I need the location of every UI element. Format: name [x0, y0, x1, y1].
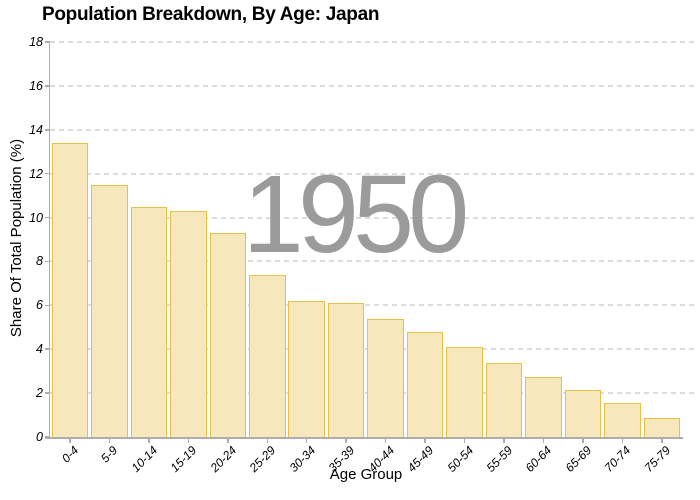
- x-tick-label-65-69: 65-69: [562, 443, 595, 475]
- bar-65-69[interactable]: [564, 389, 602, 437]
- y-tick-label: 12: [29, 166, 43, 181]
- y-tick: [45, 172, 50, 175]
- x-tick: [661, 438, 663, 443]
- bar-50-54[interactable]: [446, 347, 483, 437]
- bar-45-49[interactable]: [406, 331, 444, 437]
- gridline-y-8: [50, 260, 697, 263]
- y-tick-label: 14: [29, 122, 43, 137]
- bar-75-79[interactable]: [643, 418, 680, 437]
- x-tick: [463, 438, 466, 443]
- x-tick: [266, 438, 268, 443]
- bar-5-9[interactable]: [91, 184, 128, 437]
- bar-0-4[interactable]: [51, 142, 89, 437]
- y-tick: [45, 85, 50, 87]
- y-tick-label: 10: [29, 210, 43, 225]
- y-tick: [45, 348, 50, 350]
- gridline-y-12: [50, 172, 697, 175]
- chart-title: Population Breakdown, By Age: Japan: [42, 4, 380, 25]
- x-tick-label-15-19: 15-19: [167, 443, 200, 475]
- y-tick: [45, 129, 50, 131]
- x-tick: [305, 438, 308, 443]
- x-tick-label-60-64: 60-64: [522, 443, 555, 475]
- y-tick: [45, 260, 50, 263]
- y-tick-label: 0: [36, 430, 43, 444]
- x-tick: [582, 438, 584, 443]
- x-tick-label-5-9: 5-9: [98, 443, 121, 466]
- y-tick: [45, 304, 50, 307]
- y-axis-line: [48, 42, 50, 439]
- y-tick-label: 18: [29, 35, 43, 49]
- y-tick-label: 4: [36, 342, 43, 357]
- bar-25-29[interactable]: [249, 274, 286, 437]
- gridline-y-16: [50, 84, 697, 87]
- bar-30-34[interactable]: [288, 300, 325, 437]
- bar-55-59[interactable]: [485, 363, 523, 437]
- x-tick-label-10-14: 10-14: [128, 443, 161, 475]
- y-tick-label: 8: [36, 254, 43, 269]
- x-tick: [345, 438, 347, 443]
- y-tick: [45, 392, 50, 394]
- bar-60-64[interactable]: [525, 376, 562, 437]
- x-tick: [424, 438, 426, 443]
- gridline-y-6: [50, 304, 697, 307]
- x-tick-label-55-59: 55-59: [483, 443, 516, 475]
- y-tick: [45, 41, 50, 43]
- gridline-y-14: [50, 128, 697, 131]
- x-tick: [69, 438, 71, 443]
- y-tick-label: 16: [29, 78, 43, 93]
- x-tick-label-75-79: 75-79: [641, 443, 673, 475]
- bar-40-44[interactable]: [367, 318, 404, 437]
- bar-35-39[interactable]: [327, 303, 365, 437]
- x-tick: [542, 438, 545, 443]
- x-tick-label-70-74: 70-74: [601, 443, 634, 475]
- x-tick: [227, 438, 229, 443]
- y-tick-label: 6: [36, 298, 43, 313]
- x-tick: [148, 438, 150, 443]
- gridline-y-10: [50, 216, 697, 219]
- year-watermark: 1950: [242, 152, 470, 276]
- bar-15-19[interactable]: [170, 210, 207, 437]
- y-tick: [45, 216, 50, 219]
- x-tick: [108, 438, 111, 443]
- x-tick: [621, 438, 624, 443]
- bar-10-14[interactable]: [130, 206, 168, 437]
- x-tick: [187, 438, 190, 443]
- bar-70-74[interactable]: [604, 402, 641, 437]
- gridline-y-18: [50, 41, 697, 43]
- y-tick-label: 2: [36, 386, 43, 401]
- x-axis-line: [45, 436, 683, 439]
- x-tick: [503, 438, 505, 443]
- x-tick: [384, 438, 387, 443]
- x-tick-label-50-54: 50-54: [444, 443, 476, 475]
- x-tick-label-0-4: 0-4: [59, 443, 82, 466]
- x-tick-label-20-24: 20-24: [207, 443, 239, 475]
- bar-20-24[interactable]: [209, 232, 247, 437]
- x-axis-title: Age Group: [329, 466, 403, 483]
- x-tick-label-25-29: 25-29: [246, 443, 279, 475]
